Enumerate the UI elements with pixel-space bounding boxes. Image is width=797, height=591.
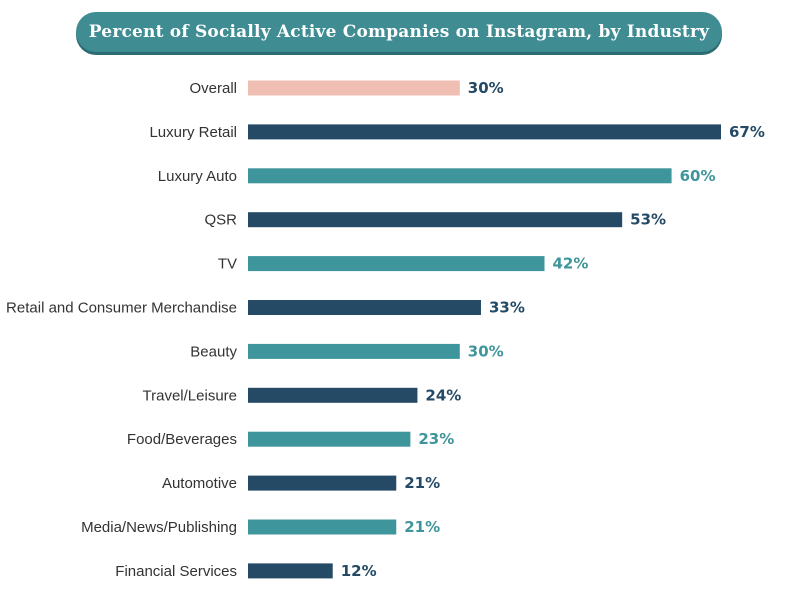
bar (248, 519, 397, 535)
data-label: 53% (630, 211, 666, 229)
bar (248, 124, 721, 140)
data-label: 12% (341, 562, 377, 580)
bar (248, 256, 545, 272)
data-label: 33% (489, 299, 525, 317)
bar (248, 343, 460, 359)
bar (248, 475, 397, 491)
data-label: 42% (553, 255, 589, 273)
chart-title: Percent of Socially Active Companies on … (76, 12, 722, 52)
category-label: Beauty (190, 343, 237, 360)
category-label: Overall (189, 80, 237, 97)
category-label: Travel/Leisure (143, 387, 237, 404)
category-label: Luxury Auto (158, 168, 237, 185)
category-label: Luxury Retail (149, 124, 237, 141)
category-label: Retail and Consumer Merchandise (6, 300, 237, 317)
bar (248, 431, 411, 447)
bar (248, 212, 623, 228)
category-label: Automotive (162, 475, 237, 492)
bar (248, 168, 672, 184)
data-label: 21% (404, 518, 440, 536)
category-label: QSR (204, 212, 237, 229)
bar (248, 387, 418, 403)
category-label: Food/Beverages (127, 431, 237, 448)
data-label: 24% (425, 386, 461, 404)
category-label: TV (218, 256, 237, 273)
category-label: Financial Services (115, 563, 237, 580)
category-label: Media/News/Publishing (81, 519, 237, 536)
data-label: 60% (680, 167, 716, 185)
bar (248, 300, 481, 315)
data-label: 23% (418, 430, 454, 448)
bar (248, 80, 460, 96)
data-label: 67% (729, 123, 765, 141)
bar (248, 563, 333, 579)
data-label: 21% (404, 474, 440, 492)
data-label: 30% (468, 79, 504, 97)
data-label: 30% (468, 342, 504, 360)
